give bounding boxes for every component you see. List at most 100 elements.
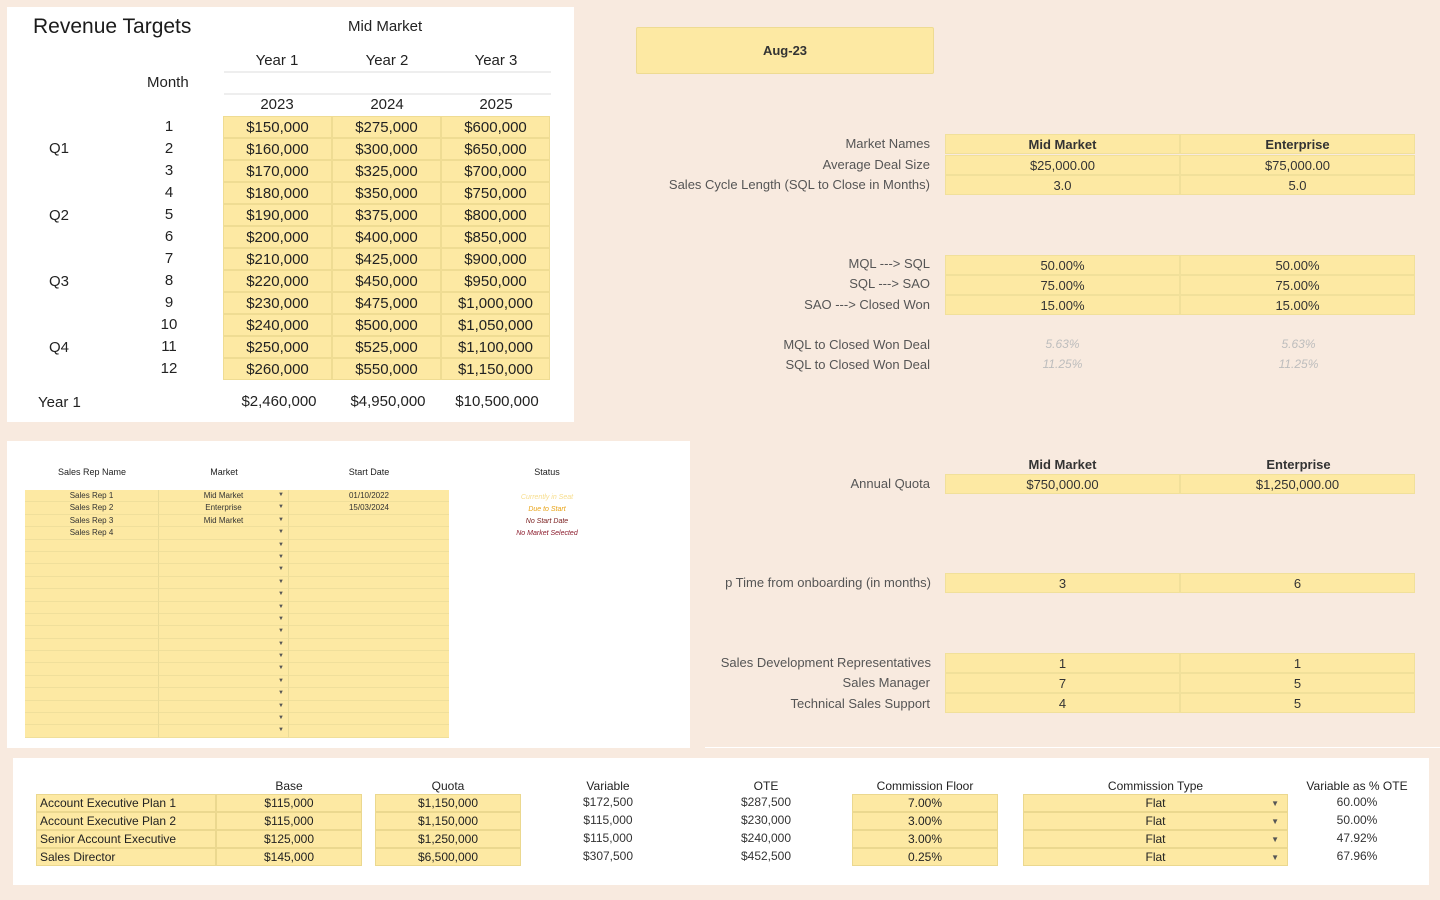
date-cell[interactable]: Aug-23 (636, 27, 934, 74)
base-cell[interactable]: $115,000 (216, 794, 362, 812)
market-dropdown[interactable]: ▼ (159, 725, 289, 738)
chevron-down-icon[interactable]: ▼ (278, 702, 284, 709)
chevron-down-icon[interactable]: ▼ (1271, 817, 1279, 826)
revenue-cell[interactable]: $260,000 (223, 358, 332, 380)
market-dropdown[interactable]: ▼ (159, 589, 289, 602)
chevron-down-icon[interactable]: ▼ (278, 615, 284, 622)
market-dropdown[interactable]: Mid Market ▼ (159, 514, 289, 528)
revenue-cell[interactable]: $230,000 (223, 292, 332, 314)
market-dropdown[interactable]: ▼ (159, 638, 289, 652)
sales-cycle-cell[interactable]: 5.0 (1180, 175, 1415, 195)
commission-type-dropdown[interactable]: Flat ▼ (1023, 794, 1288, 812)
start-date-cell[interactable] (289, 651, 449, 664)
revenue-cell[interactable]: $160,000 (223, 138, 332, 160)
chevron-down-icon[interactable]: ▼ (278, 492, 284, 498)
market-dropdown[interactable]: ▼ (159, 663, 289, 676)
rep-name-cell[interactable] (25, 700, 159, 714)
chevron-down-icon[interactable]: ▼ (1271, 835, 1279, 844)
rep-name-cell[interactable] (25, 725, 159, 738)
market-dropdown[interactable]: ▼ (159, 688, 289, 701)
market-dropdown[interactable]: ▼ (159, 527, 289, 540)
revenue-cell[interactable]: $200,000 (223, 226, 332, 248)
conversion-cell[interactable]: 50.00% (1180, 255, 1415, 275)
start-date-cell[interactable] (289, 514, 449, 528)
market-dropdown[interactable]: ▼ (159, 601, 289, 614)
revenue-cell[interactable]: $210,000 (223, 248, 332, 270)
commission-type-dropdown[interactable]: Flat ▼ (1023, 812, 1288, 830)
conversion-cell[interactable]: 75.00% (945, 275, 1180, 295)
chevron-down-icon[interactable]: ▼ (278, 727, 284, 734)
start-date-cell[interactable] (289, 539, 449, 552)
rep-name-cell[interactable]: Sales Rep 2 (25, 502, 159, 515)
commission-floor-cell[interactable]: 3.00% (852, 830, 998, 848)
commission-floor-cell[interactable]: 3.00% (852, 812, 998, 830)
revenue-cell[interactable]: $850,000 (441, 226, 550, 248)
revenue-cell[interactable]: $700,000 (441, 160, 550, 182)
sales-cycle-cell[interactable]: 3.0 (945, 175, 1180, 195)
market-name-cell[interactable]: Mid Market (945, 134, 1180, 154)
market-dropdown[interactable]: Enterprise ▼ (159, 502, 289, 515)
rep-name-cell[interactable] (25, 688, 159, 701)
avg-deal-size-cell[interactable]: $25,000.00 (945, 155, 1180, 175)
market-dropdown[interactable]: ▼ (159, 613, 289, 627)
ratio-cell[interactable]: 4 (945, 693, 1180, 713)
revenue-cell[interactable]: $950,000 (441, 270, 550, 292)
commission-floor-cell[interactable]: 7.00% (852, 794, 998, 812)
revenue-cell[interactable]: $1,150,000 (441, 358, 550, 380)
chevron-down-icon[interactable]: ▼ (278, 566, 284, 573)
rep-name-cell[interactable]: Sales Rep 4 (25, 527, 159, 540)
ramp-time-cell[interactable]: 6 (1180, 573, 1415, 593)
ratio-cell[interactable]: 5 (1180, 693, 1415, 713)
revenue-cell[interactable]: $1,000,000 (441, 292, 550, 314)
revenue-cell[interactable]: $750,000 (441, 182, 550, 204)
rep-name-cell[interactable]: Sales Rep 3 (25, 514, 159, 528)
revenue-cell[interactable]: $220,000 (223, 270, 332, 292)
market-dropdown[interactable]: ▼ (159, 626, 289, 639)
quota-cell[interactable]: $1,250,000 (375, 830, 521, 848)
revenue-cell[interactable]: $525,000 (332, 336, 441, 358)
start-date-cell[interactable] (289, 551, 449, 565)
chevron-down-icon[interactable]: ▼ (1271, 853, 1279, 862)
rep-name-cell[interactable] (25, 551, 159, 565)
conversion-cell[interactable]: 15.00% (1180, 295, 1415, 315)
base-cell[interactable]: $145,000 (216, 848, 362, 866)
ratio-cell[interactable]: 1 (945, 653, 1180, 673)
chevron-down-icon[interactable]: ▼ (278, 628, 284, 635)
start-date-cell[interactable] (289, 613, 449, 627)
revenue-cell[interactable]: $375,000 (332, 204, 441, 226)
start-date-cell[interactable] (289, 663, 449, 676)
chevron-down-icon[interactable]: ▼ (278, 665, 284, 672)
start-date-cell[interactable] (289, 576, 449, 590)
revenue-cell[interactable]: $900,000 (441, 248, 550, 270)
role-cell[interactable]: Account Executive Plan 2 (36, 812, 216, 830)
rep-name-cell[interactable] (25, 626, 159, 639)
revenue-cell[interactable]: $475,000 (332, 292, 441, 314)
market-dropdown[interactable]: ▼ (159, 539, 289, 552)
rep-name-cell[interactable] (25, 638, 159, 652)
revenue-cell[interactable]: $550,000 (332, 358, 441, 380)
chevron-down-icon[interactable]: ▼ (278, 591, 284, 598)
chevron-down-icon[interactable]: ▼ (278, 690, 284, 697)
start-date-cell[interactable] (289, 626, 449, 639)
start-date-cell[interactable] (289, 564, 449, 577)
conversion-cell[interactable]: 75.00% (1180, 275, 1415, 295)
role-cell[interactable]: Account Executive Plan 1 (36, 794, 216, 812)
revenue-cell[interactable]: $425,000 (332, 248, 441, 270)
market-dropdown[interactable]: ▼ (159, 675, 289, 689)
base-cell[interactable]: $115,000 (216, 812, 362, 830)
commission-type-dropdown[interactable]: Flat ▼ (1023, 830, 1288, 848)
commission-floor-cell[interactable]: 0.25% (852, 848, 998, 866)
revenue-cell[interactable]: $250,000 (223, 336, 332, 358)
chevron-down-icon[interactable]: ▼ (1271, 799, 1279, 808)
start-date-cell[interactable] (289, 725, 449, 738)
market-dropdown[interactable]: ▼ (159, 700, 289, 714)
chevron-down-icon[interactable]: ▼ (278, 715, 284, 722)
chevron-down-icon[interactable]: ▼ (278, 504, 284, 511)
chevron-down-icon[interactable]: ▼ (278, 653, 284, 660)
rep-name-cell[interactable] (25, 713, 159, 726)
quota-cell[interactable]: $1,150,000 (375, 794, 521, 812)
ratio-cell[interactable]: 1 (1180, 653, 1415, 673)
chevron-down-icon[interactable]: ▼ (278, 578, 284, 585)
rep-name-cell[interactable] (25, 576, 159, 590)
ratio-cell[interactable]: 5 (1180, 673, 1415, 693)
